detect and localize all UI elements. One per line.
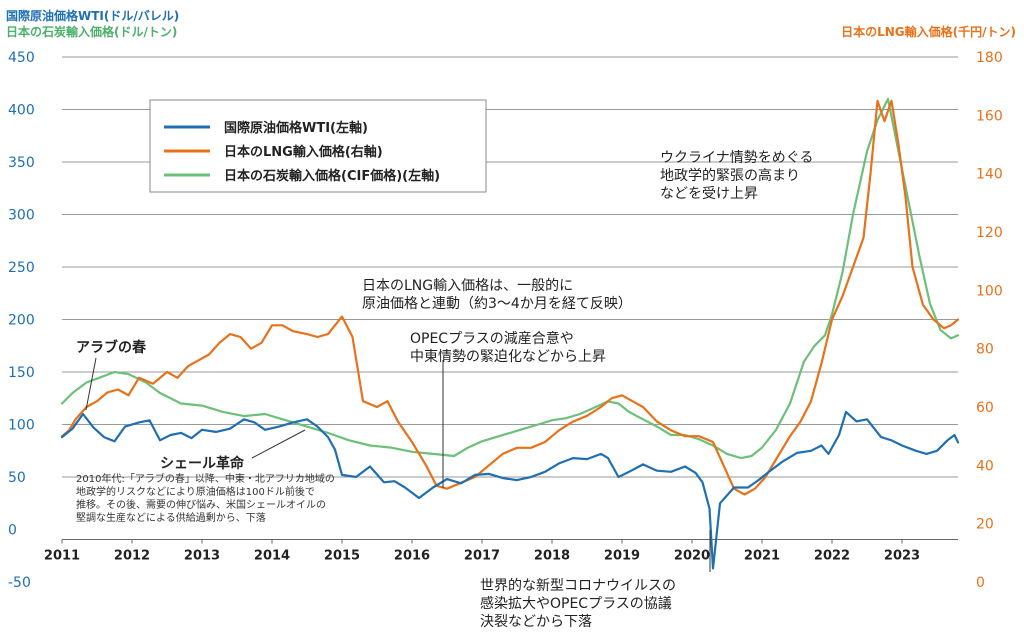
annotation-opec-1: OPECプラスの減産合意や	[410, 330, 574, 347]
annotation-ukraine-2: 地政学的緊張の高まり	[660, 167, 800, 184]
left-axis-title-coal: 日本の石炭輸入価格(ドル/トン)	[6, 24, 177, 39]
annotation-lng-link-1: 日本のLNG輸入価格は、一般的に	[362, 278, 573, 294]
right-tick-label: 160	[976, 108, 1003, 124]
x-tick-label: 2013	[184, 549, 220, 564]
x-axis-ticks: 2011 2012 2013 2014 2015 2016 2017 2018 2019 2020…	[44, 539, 920, 564]
x-tick-label: 2014	[254, 549, 290, 564]
right-tick-label: 100	[976, 283, 1003, 299]
left-tick-label: 300	[8, 208, 35, 224]
annotation-ukraine-1: ウクライナ情勢をめぐる	[660, 150, 813, 166]
right-tick-label: 20	[976, 517, 994, 533]
legend: 国際原油価格WTI(左軸) 日本のLNG輸入価格(右軸) 日本の石炭輸入価格(C…	[149, 99, 487, 193]
annotation-shale-note-4: 堅調な生産などによる供給過剰から、下落	[76, 511, 266, 524]
x-tick-label: 2012	[114, 549, 150, 564]
annotation-shale-note-3: 推移。その後、需要の伸び悩み、米国シェールオイルの	[76, 498, 326, 511]
x-tick-label: 2016	[394, 549, 430, 564]
right-tick-label: 120	[976, 225, 1003, 241]
right-tick-label: 40	[976, 458, 994, 474]
right-axis-title-lng: 日本のLNG輸入価格(千円/トン)	[841, 24, 1016, 39]
legend-label-oil: 国際原油価格WTI(左軸)	[224, 120, 368, 136]
legend-label-lng: 日本のLNG輸入価格(右軸)	[224, 144, 383, 160]
right-tick-label: 0	[976, 575, 985, 591]
right-tick-label: 60	[976, 400, 994, 416]
annotation-shale-note-2: 地政学的リスクなどにより原油価格は100ドル前後で	[76, 485, 315, 498]
left-tick-label: 0	[8, 523, 17, 539]
x-tick-label: 2018	[534, 549, 570, 564]
annotation-covid-1: 世界的な新型コロナウイルスの	[480, 578, 676, 594]
left-tick-label: 350	[8, 155, 35, 171]
annotation-lng-link-2: 原油価格と連動（約3～4か月を経て反映）	[362, 296, 632, 312]
left-tick-label: 50	[8, 470, 26, 486]
x-tick-label: 2021	[744, 549, 780, 564]
left-axis-ticks: 450 400 350 300 250 200 150 100 50 0 -50	[8, 50, 35, 591]
x-tick-label: 2020	[674, 549, 710, 564]
annotation-shale-note-1: 2010年代:「アラブの春」以降、中東・北アフリカ地域の	[76, 472, 335, 485]
series-line-1	[60, 99, 960, 496]
right-tick-label: 180	[976, 50, 1003, 66]
right-tick-label: 80	[976, 342, 994, 358]
left-tick-label: -50	[8, 575, 31, 591]
annotation-covid-3: 決裂などから下落	[480, 614, 592, 630]
left-tick-label: 450	[8, 50, 35, 66]
annotation-arab-spring: アラブの春	[76, 339, 147, 356]
legend-box	[149, 99, 487, 193]
series-layer	[60, 97, 960, 570]
series-line-0	[60, 410, 960, 570]
annotation-covid-2: 感染拡大やOPECプラスの協議	[480, 595, 672, 612]
x-tick-label: 2015	[324, 549, 360, 564]
left-tick-label: 150	[8, 365, 35, 381]
left-tick-label: 250	[8, 260, 35, 276]
right-axis-ticks: 180 160 140 120 100 80 60 40 20 0	[976, 50, 1003, 591]
x-tick-label: 2017	[464, 549, 500, 564]
left-tick-label: 400	[8, 103, 35, 119]
series-line-2	[60, 97, 960, 460]
right-tick-label: 140	[976, 167, 1003, 183]
x-tick-label: 2011	[44, 549, 80, 564]
left-axis-title-oil: 国際原油価格WTI(ドル/バレル)	[6, 8, 179, 23]
legend-label-coal: 日本の石炭輸入価格(CIF価格)(左軸)	[224, 168, 440, 184]
annotation-shale: シェール革命	[160, 455, 245, 472]
annotation-leader-arab-spring	[85, 357, 97, 411]
x-tick-label: 2023	[884, 549, 920, 564]
annotation-opec-2: 中東情勢の緊迫化などから上昇	[410, 349, 606, 365]
annotation-ukraine-3: などを受け上昇	[660, 186, 758, 202]
annotation-leader-shale	[251, 429, 306, 459]
left-tick-label: 100	[8, 418, 35, 434]
x-tick-label: 2019	[604, 549, 640, 564]
left-tick-label: 200	[8, 313, 35, 329]
x-tick-label: 2022	[814, 549, 850, 564]
annotations: アラブの春 シェール革命 2010年代:「アラブの春」以降、中東・北アフリカ地域…	[76, 150, 813, 630]
